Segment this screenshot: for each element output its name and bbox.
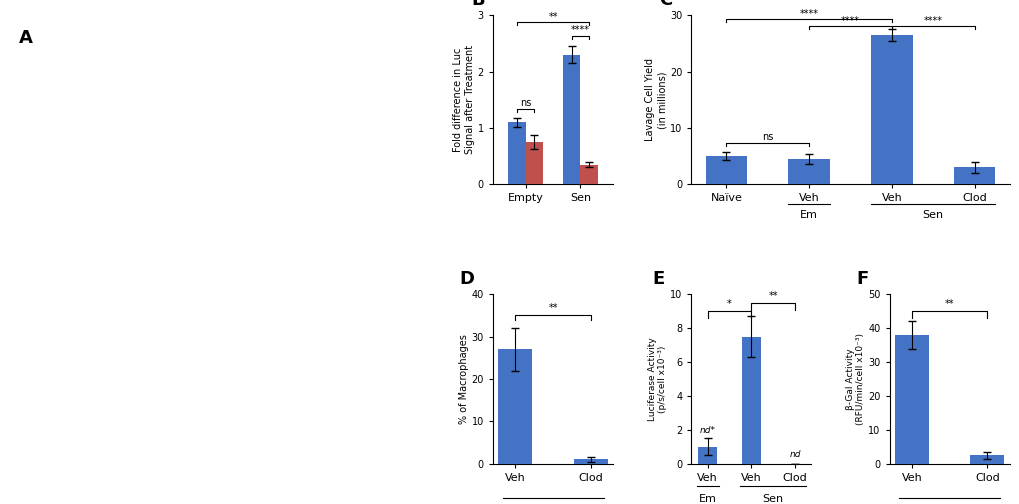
Text: ****: **** — [923, 16, 942, 26]
Text: Em: Em — [800, 210, 817, 220]
Y-axis label: Luciferase Activity
(p/s/cell x10⁻³): Luciferase Activity (p/s/cell x10⁻³) — [647, 337, 666, 421]
Text: ****: **** — [799, 9, 818, 19]
Bar — [870, 35, 912, 184]
Text: **: ** — [548, 12, 557, 22]
Y-axis label: % of Macrophages: % of Macrophages — [459, 334, 469, 424]
Text: **: ** — [548, 303, 557, 313]
Text: nd: nd — [789, 450, 800, 459]
Text: **: ** — [767, 291, 777, 301]
Text: nd*: nd* — [699, 426, 715, 435]
Bar — [498, 349, 532, 464]
Text: ns: ns — [520, 98, 531, 108]
Text: Em: Em — [698, 494, 716, 504]
Text: Sen: Sen — [762, 494, 783, 504]
Text: A: A — [19, 29, 34, 46]
Y-axis label: Lavage Cell Yield
(in millions): Lavage Cell Yield (in millions) — [645, 58, 666, 141]
Y-axis label: β-Gal Activity
(RFU/min/cell x10⁻³): β-Gal Activity (RFU/min/cell x10⁻³) — [845, 333, 864, 425]
Bar — [741, 337, 760, 464]
Bar — [895, 335, 928, 464]
Bar — [953, 167, 995, 184]
Bar — [562, 54, 580, 184]
Bar — [969, 455, 1004, 464]
Bar — [705, 156, 746, 184]
Bar — [507, 122, 525, 184]
Text: ****: **** — [571, 25, 589, 35]
Text: B: B — [471, 0, 484, 9]
Bar — [697, 447, 716, 464]
Bar — [580, 165, 597, 184]
Text: Sen: Sen — [922, 210, 943, 220]
Text: D: D — [459, 270, 474, 288]
Text: C: C — [658, 0, 672, 9]
Bar — [788, 159, 829, 184]
Bar — [525, 142, 543, 184]
Text: ****: **** — [841, 16, 859, 26]
Text: E: E — [652, 270, 664, 288]
Bar — [574, 460, 607, 464]
Y-axis label: Fold difference in Luc
Signal after Treatment: Fold difference in Luc Signal after Trea… — [452, 45, 475, 154]
Text: *: * — [727, 299, 732, 309]
Text: ns: ns — [761, 132, 772, 142]
Text: **: ** — [944, 299, 954, 309]
Text: F: F — [855, 270, 867, 288]
